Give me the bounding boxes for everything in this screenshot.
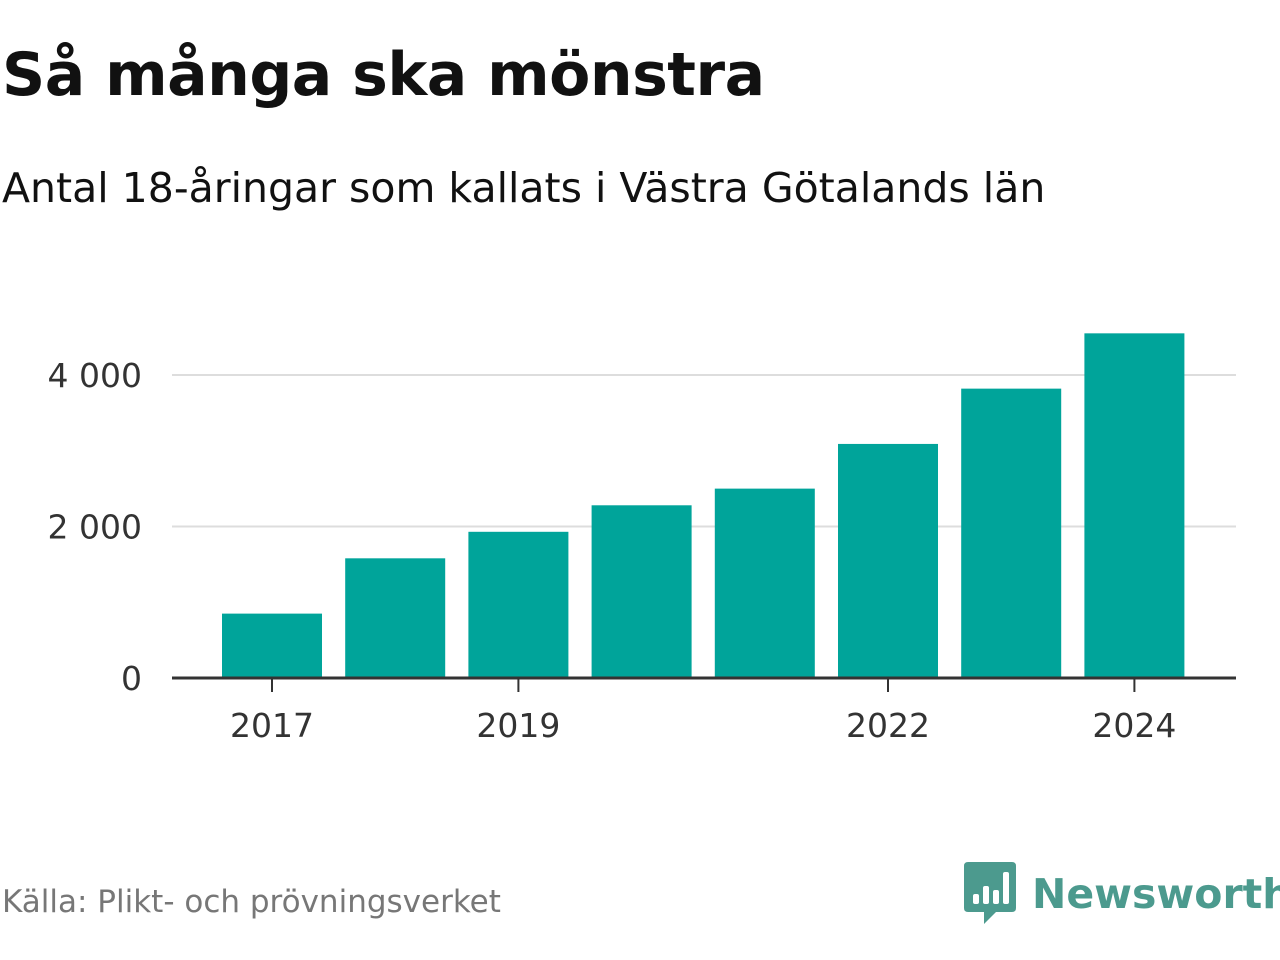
x-axis: [172, 676, 1236, 692]
x-tick-label: 2017: [230, 706, 314, 745]
bar-2024: [1084, 333, 1185, 678]
bar-2018: [345, 558, 446, 678]
bar-2022: [838, 443, 938, 678]
x-tick-label: 2024: [1092, 706, 1176, 745]
bars: [222, 333, 1185, 678]
chart-subtitle: Antal 18-åringar som kallats i Västra Gö…: [2, 164, 1046, 212]
bar-2019: [468, 531, 569, 678]
x-tick-label: 2022: [846, 706, 930, 745]
y-tick-label: 4 000: [48, 356, 142, 395]
bar-2017: [222, 613, 322, 678]
brand-name: Newsworthy: [1032, 870, 1280, 918]
chart-title: Så många ska mönstra: [2, 40, 765, 110]
bar-2021: [714, 488, 815, 678]
bar-2023: [961, 388, 1062, 678]
bar-2020: [591, 505, 692, 678]
newsworthy-logo: Newsworthy: [964, 862, 1280, 926]
x-axis-labels: 2017 2019 2022 2024: [230, 706, 1176, 745]
y-tick-label: 0: [121, 659, 142, 698]
source-note: Källa: Plikt- och prövningsverket: [2, 884, 501, 920]
y-tick-label: 2 000: [48, 508, 142, 547]
x-tick-label: 2019: [476, 706, 560, 745]
y-axis-labels: 0 2 000 4 000: [48, 356, 142, 698]
newsworthy-logo-icon: [964, 862, 1016, 924]
gridlines: [172, 374, 1236, 528]
